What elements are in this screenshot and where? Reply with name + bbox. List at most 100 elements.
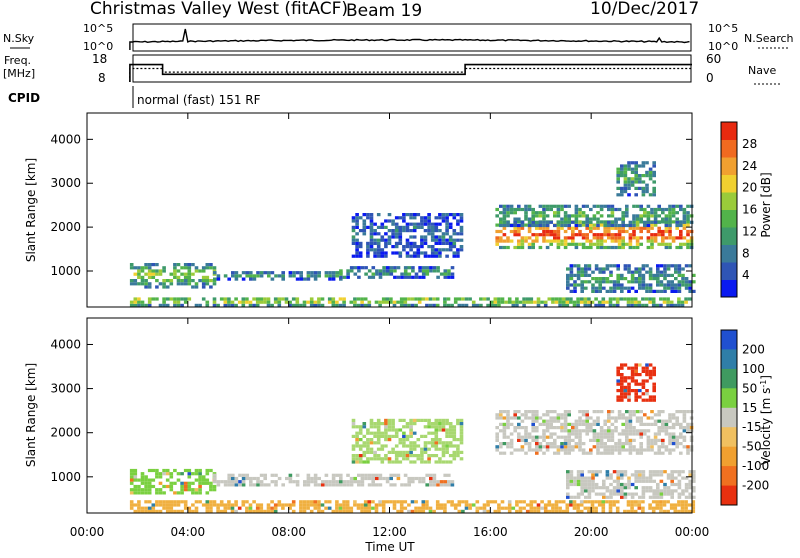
heatmap-cell bbox=[566, 280, 570, 284]
heatmap-cell bbox=[650, 242, 654, 246]
heatmap-cell bbox=[607, 413, 611, 417]
heatmap-cell bbox=[140, 300, 145, 304]
heatmap-cell bbox=[435, 303, 440, 307]
heatmap-cell bbox=[369, 457, 374, 461]
heatmap-cell bbox=[635, 223, 640, 227]
heatmap-cell bbox=[342, 506, 346, 510]
heatmap-cell bbox=[457, 500, 462, 504]
heatmap-cell bbox=[650, 245, 654, 250]
heatmap-cell bbox=[421, 269, 426, 273]
heatmap-cell bbox=[493, 300, 498, 304]
heatmap-cell bbox=[531, 233, 535, 237]
heatmap-cell bbox=[402, 454, 406, 458]
heatmap-cell bbox=[675, 442, 679, 446]
heatmap-cell bbox=[358, 444, 363, 448]
heatmap-cell bbox=[607, 445, 611, 449]
heatmap-cell bbox=[540, 500, 544, 504]
heatmap-cell bbox=[596, 416, 600, 420]
heatmap-cell bbox=[434, 235, 439, 239]
heatmap-cell bbox=[621, 239, 625, 243]
heatmap-cell bbox=[407, 272, 412, 276]
heatmap-cell bbox=[299, 503, 303, 507]
heatmap-cell bbox=[137, 272, 141, 276]
heatmap-cell bbox=[405, 225, 410, 229]
heatmap-cell bbox=[409, 450, 413, 454]
heatmap-cell bbox=[339, 480, 343, 484]
heatmap-cell bbox=[351, 434, 356, 438]
heatmap-cell bbox=[471, 503, 476, 507]
heatmap-cell bbox=[563, 426, 568, 430]
heatmap-cell bbox=[633, 297, 638, 301]
heatmap-cell bbox=[545, 445, 550, 449]
heatmap-cell bbox=[641, 286, 646, 290]
heatmap-cell bbox=[212, 488, 217, 492]
heatmap-cell bbox=[623, 470, 628, 474]
heatmap-cell bbox=[420, 418, 424, 422]
heatmap-cell bbox=[162, 484, 166, 489]
heatmap-cell bbox=[389, 269, 394, 273]
heatmap-cell bbox=[652, 289, 656, 293]
heatmap-cell bbox=[646, 445, 651, 449]
heatmap-cell bbox=[303, 483, 307, 487]
heatmap-cell bbox=[605, 300, 609, 304]
heatmap-cell bbox=[626, 509, 631, 513]
heatmap-cell bbox=[553, 438, 557, 442]
heatmap-cell bbox=[313, 483, 318, 487]
heatmap-cell bbox=[648, 283, 653, 287]
heatmap-cell bbox=[677, 500, 681, 504]
heatmap-cell bbox=[599, 239, 604, 243]
heatmap-cell bbox=[628, 438, 633, 442]
heatmap-cell bbox=[688, 286, 692, 290]
heatmap-cell bbox=[581, 204, 586, 208]
heatmap-cell bbox=[634, 392, 638, 396]
heatmap-cell bbox=[502, 451, 507, 455]
heatmap-cell bbox=[376, 241, 381, 245]
heatmap-cell bbox=[358, 251, 363, 255]
heatmap-cell bbox=[198, 481, 202, 485]
heatmap-cell bbox=[615, 303, 620, 307]
heatmap-cell bbox=[616, 379, 620, 383]
heatmap-cell bbox=[657, 229, 661, 234]
heatmap-cell bbox=[645, 174, 649, 178]
heatmap-cell bbox=[638, 479, 642, 483]
heatmap-cell bbox=[443, 483, 447, 487]
heatmap-cell bbox=[412, 216, 417, 220]
heatmap-cell bbox=[598, 277, 602, 281]
heatmap-cell bbox=[331, 473, 336, 477]
heatmap-cell bbox=[162, 500, 166, 504]
heatmap-cell bbox=[441, 219, 446, 223]
heatmap-cell bbox=[657, 429, 661, 433]
heatmap-cell bbox=[525, 300, 530, 304]
heatmap-cell bbox=[176, 472, 181, 476]
heatmap-cell bbox=[648, 277, 653, 281]
heatmap-cell bbox=[661, 217, 665, 221]
heatmap-cell bbox=[617, 229, 622, 234]
heatmap-cell bbox=[634, 164, 638, 168]
heatmap-cell bbox=[609, 289, 613, 293]
heatmap-cell bbox=[673, 303, 678, 307]
heatmap-cell bbox=[398, 454, 403, 458]
heatmap-cell bbox=[511, 300, 516, 304]
heatmap-cell bbox=[144, 282, 148, 286]
heatmap-cell bbox=[438, 447, 442, 451]
heatmap-cell bbox=[456, 444, 460, 448]
heatmap-cell bbox=[384, 219, 388, 223]
heatmap-cell bbox=[589, 426, 593, 430]
heatmap-cell bbox=[409, 248, 413, 252]
heatmap-cell bbox=[675, 236, 679, 240]
heatmap-cell bbox=[391, 434, 395, 438]
heatmap-cell bbox=[241, 271, 246, 275]
heatmap-cell bbox=[151, 484, 156, 489]
heatmap-cell bbox=[176, 478, 181, 482]
heatmap-cell bbox=[434, 428, 439, 432]
heatmap-cell bbox=[259, 300, 264, 304]
heatmap-cell bbox=[580, 286, 584, 290]
heatmap-cell bbox=[409, 434, 413, 438]
heatmap-cell bbox=[384, 254, 388, 258]
heatmap-cell bbox=[137, 488, 141, 492]
heatmap-cell bbox=[441, 460, 446, 464]
heatmap-cell bbox=[574, 245, 579, 250]
heatmap-cell bbox=[147, 282, 152, 286]
heatmap-cell bbox=[661, 207, 665, 212]
heatmap-cell bbox=[513, 448, 517, 452]
